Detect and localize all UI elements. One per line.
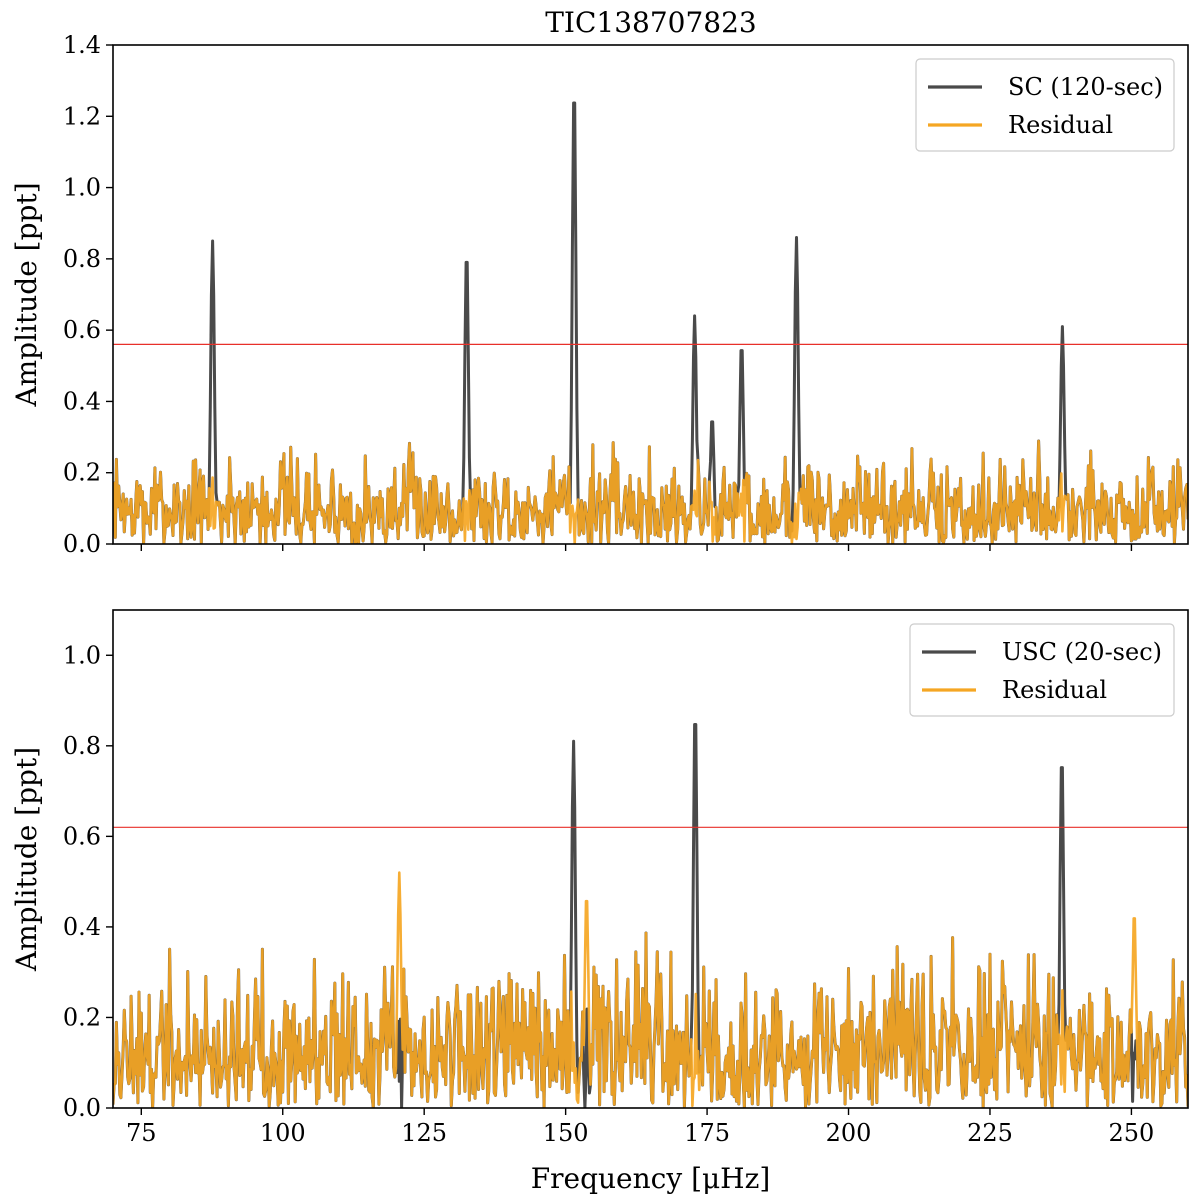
bottom-panel: 0.0 0.2 0.4 0.6 0.8 1.0 75 100 125 150 175 200 225 25… [10,609,1189,1195]
y-axis-label: Amplitude [ppt] [10,182,43,407]
legend-box [909,623,1175,717]
x-tick-label: 225 [967,1119,1013,1147]
legend-label: SC (120-sec) [1008,73,1163,101]
legend-label: Residual [1008,111,1113,139]
y-tick-label: 1.4 [63,31,101,59]
legend: USC (20-sec) Residual [909,623,1175,717]
axes-frame [112,44,1189,545]
x-tick-label: 175 [684,1119,730,1147]
legend: SC (120-sec) Residual [915,58,1175,152]
x-tick-label: 250 [1109,1119,1155,1147]
y-tick-label: 0.6 [63,316,101,344]
series-line-residual [113,871,1188,1108]
y-tick-label: 0.8 [63,245,101,273]
top-panel: 0.0 0.2 0.4 0.6 0.8 1.0 1.2 1.4 Amplitude [ppt] S… [10,31,1189,558]
axes-frame [112,609,1189,1109]
y-tick-label: 0.0 [63,530,101,558]
y-tick-label: 1.0 [63,174,101,202]
y-tick-label: 0.0 [63,1094,101,1122]
legend-label: USC (20-sec) [1002,638,1162,666]
y-tick-label: 0.2 [63,1003,101,1031]
y-axis-label: Amplitude [ppt] [10,747,43,972]
chart-title: TIC138707823 [545,6,757,39]
y-tick-label: 0.6 [63,822,101,850]
x-tick-label: 150 [543,1119,589,1147]
y-tick-label: 0.2 [63,459,101,487]
legend-box [915,58,1175,152]
y-tick-label: 0.8 [63,732,101,760]
legend-label: Residual [1002,676,1107,704]
x-tick-label: 200 [826,1119,872,1147]
x-tick-label: 125 [401,1119,447,1147]
y-tick-label: 0.4 [63,387,101,415]
x-tick-label: 100 [260,1119,306,1147]
y-tick-label: 1.2 [63,102,101,130]
x-axis-label: Frequency [μHz] [531,1162,771,1195]
series-line-residual [113,439,1188,544]
x-tick-label: 75 [126,1119,157,1147]
y-tick-label: 0.4 [63,913,101,941]
y-tick-label: 1.0 [63,641,101,669]
